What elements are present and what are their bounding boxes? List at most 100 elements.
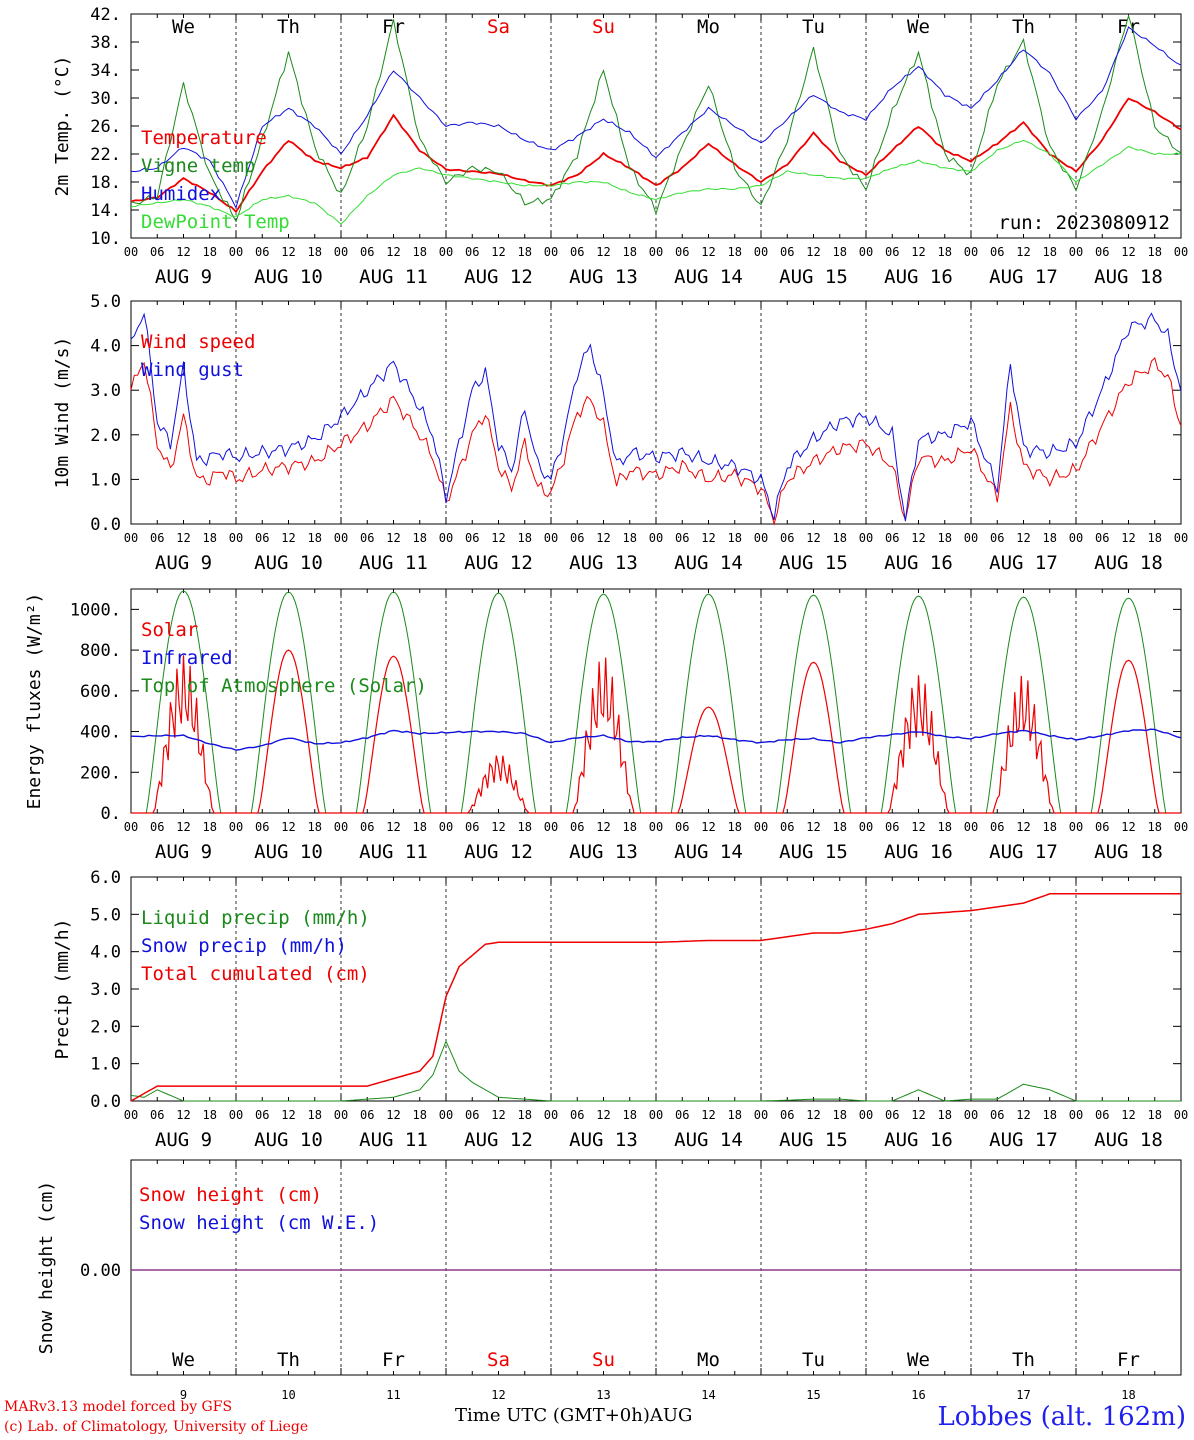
- y-axis-label: Energy fluxes (W/m²): [24, 593, 45, 810]
- date-label: AUG 11: [359, 266, 428, 288]
- y-axis-label: Snow height (cm): [36, 1181, 57, 1354]
- legend-entry: Wind gust: [141, 359, 244, 381]
- hour-tick-label: 00: [649, 245, 663, 259]
- y-tick-label: 3.0: [90, 381, 121, 401]
- run-label: run: 2023080912: [998, 212, 1170, 234]
- hour-tick-label: 00: [229, 245, 243, 259]
- hour-tick-label: 18: [1148, 1108, 1162, 1122]
- hour-tick-label: 18: [203, 1108, 217, 1122]
- hour-tick-label: 06: [990, 245, 1004, 259]
- hour-tick-label: 06: [675, 820, 689, 834]
- date-label: AUG 16: [884, 841, 953, 863]
- day-number: 16: [911, 1388, 925, 1402]
- hour-tick-label: 18: [938, 1108, 952, 1122]
- day-name: Fr: [382, 1349, 405, 1371]
- date-label: AUG 13: [569, 552, 638, 574]
- y-tick-label: 3.0: [90, 980, 121, 1000]
- hour-tick-label: 00: [1069, 245, 1083, 259]
- hour-tick-label: 12: [386, 1108, 400, 1122]
- series-line: [130, 97, 1182, 214]
- date-label: AUG 9: [155, 266, 212, 288]
- hour-tick-label: 06: [1095, 820, 1109, 834]
- hour-tick-label: 12: [806, 245, 820, 259]
- hour-tick-label: 06: [780, 531, 794, 545]
- panel-5: 0.00 Snow height (cm) Snow height (cm) Snow…: [36, 1159, 1182, 1402]
- y-tick-label: 0.0: [90, 515, 121, 535]
- date-label: AUG 18: [1094, 841, 1163, 863]
- series-line: [130, 26, 1182, 210]
- hour-tick-label: 00: [439, 1108, 453, 1122]
- date-label: AUG 14: [674, 266, 743, 288]
- series-line-infrared: [130, 728, 1182, 751]
- hour-tick-label: 06: [570, 531, 584, 545]
- date-label: AUG 14: [674, 841, 743, 863]
- y-tick-label: 18.: [90, 173, 121, 193]
- date-label: AUG 16: [884, 266, 953, 288]
- hour-tick-label: 06: [570, 1108, 584, 1122]
- date-label: AUG 17: [989, 552, 1058, 574]
- hour-tick-label: 18: [623, 1108, 637, 1122]
- hour-tick-label: 00: [1069, 531, 1083, 545]
- hour-tick-label: 12: [386, 820, 400, 834]
- hour-tick-label: 00: [544, 820, 558, 834]
- hour-tick-label: 00: [439, 245, 453, 259]
- hour-tick-label: 06: [255, 531, 269, 545]
- series-line: [130, 312, 1182, 522]
- hour-tick-label: 12: [281, 531, 295, 545]
- hour-tick-label: 12: [1121, 245, 1135, 259]
- date-label: AUG 17: [989, 841, 1058, 863]
- y-tick-label: 2.0: [90, 1017, 121, 1037]
- y-tick-label: 4.0: [90, 337, 121, 357]
- day-name: Tu: [802, 16, 825, 38]
- hour-tick-label: 18: [623, 245, 637, 259]
- day-name: Mo: [697, 16, 720, 38]
- legend-entry: Liquid precip (mm/h): [141, 907, 370, 929]
- hour-tick-label: 00: [544, 531, 558, 545]
- date-label: AUG 18: [1094, 1129, 1163, 1151]
- date-label: AUG 15: [779, 1129, 848, 1151]
- hour-tick-label: 18: [623, 820, 637, 834]
- y-axis-label: Precip (mm/h): [52, 919, 73, 1060]
- hour-tick-label: 00: [1174, 1108, 1188, 1122]
- day-name: Th: [277, 16, 300, 38]
- panel-1: 10. 14. 18. 22. 26. 30. 34. 38. 42. 2m Temp. (°C)…: [52, 5, 1188, 288]
- hour-tick-label: 12: [1121, 1108, 1135, 1122]
- date-label: AUG 12: [464, 841, 533, 863]
- series-line-toa: [131, 590, 1181, 814]
- hour-tick-label: 06: [780, 820, 794, 834]
- hour-tick-label: 00: [649, 531, 663, 545]
- hour-tick-label: 06: [465, 1108, 479, 1122]
- hour-tick-label: 12: [491, 820, 505, 834]
- hour-tick-label: 00: [439, 531, 453, 545]
- hour-tick-label: 18: [938, 531, 952, 545]
- hour-tick-label: 06: [1095, 531, 1109, 545]
- time-axis-label: Time UTC (GMT+0h)AUG: [455, 1405, 693, 1426]
- hour-tick-label: 00: [544, 245, 558, 259]
- hour-tick-label: 12: [596, 1108, 610, 1122]
- hour-tick-label: 00: [754, 245, 768, 259]
- hour-tick-label: 12: [701, 820, 715, 834]
- series-line: [130, 1040, 1181, 1102]
- hour-tick-label: 06: [675, 531, 689, 545]
- hour-tick-label: 00: [964, 1108, 978, 1122]
- y-tick-label: 5.0: [90, 905, 121, 925]
- panel-frame: [130, 300, 1182, 525]
- legend-entry: Snow height (cm W.E.): [139, 1212, 379, 1234]
- hour-tick-label: 12: [1016, 820, 1030, 834]
- hour-tick-label: 12: [596, 820, 610, 834]
- hour-tick-label: 12: [911, 820, 925, 834]
- station-label: Lobbes (alt. 162m): [937, 1402, 1186, 1432]
- hour-tick-label: 18: [413, 820, 427, 834]
- hour-tick-label: 12: [806, 531, 820, 545]
- model-credit: MARv3.13 model forced by GFS: [4, 1399, 233, 1415]
- hour-tick-label: 18: [728, 531, 742, 545]
- date-label: AUG 10: [254, 841, 323, 863]
- hour-tick-label: 18: [203, 531, 217, 545]
- y-tick-label: 42.: [90, 5, 121, 25]
- legend-entry: Top of Atmosphere (Solar): [141, 675, 427, 697]
- hour-tick-label: 06: [150, 820, 164, 834]
- hour-tick-label: 00: [334, 245, 348, 259]
- legend-entry: Total cumulated (cm): [141, 963, 370, 985]
- date-label: AUG 10: [254, 266, 323, 288]
- hour-tick-label: 12: [1016, 531, 1030, 545]
